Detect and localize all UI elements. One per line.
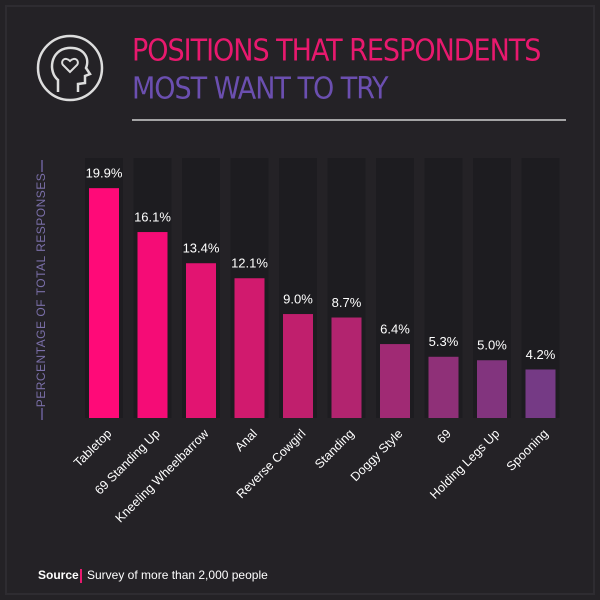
value-label: 8.7% [332,295,362,310]
bar [380,344,410,418]
value-label: 19.9% [86,166,123,181]
value-label: 16.1% [134,209,171,224]
y-axis-label-group: PERCENTAGE OF TOTAL RESPONSES [34,160,48,420]
bar [331,317,362,418]
source-label: Source [38,568,79,582]
value-label: 5.0% [477,338,507,353]
bar [186,263,216,418]
source-separator [80,569,82,583]
bar [283,314,313,418]
chart-subtitle: MOST WANT TO TRY [132,72,389,107]
bar [428,356,459,418]
chart-title: POSITIONS THAT RESPONDENTS [132,34,540,69]
bar [525,369,556,418]
bar [477,360,507,418]
value-label: 12.1% [231,256,268,271]
icon [36,34,104,102]
value-label: 4.2% [526,347,556,362]
frame [5,5,595,595]
source: Survey of more than 2,000 people [87,568,268,582]
bar [89,188,119,418]
value-label: 9.0% [283,291,313,306]
bar [234,278,265,418]
value-label: 6.4% [380,322,410,337]
value-label: 5.3% [429,334,459,349]
value-label: 13.4% [183,241,220,256]
bar [137,232,168,418]
y-axis-label: PERCENTAGE OF TOTAL RESPONSES [34,173,48,408]
